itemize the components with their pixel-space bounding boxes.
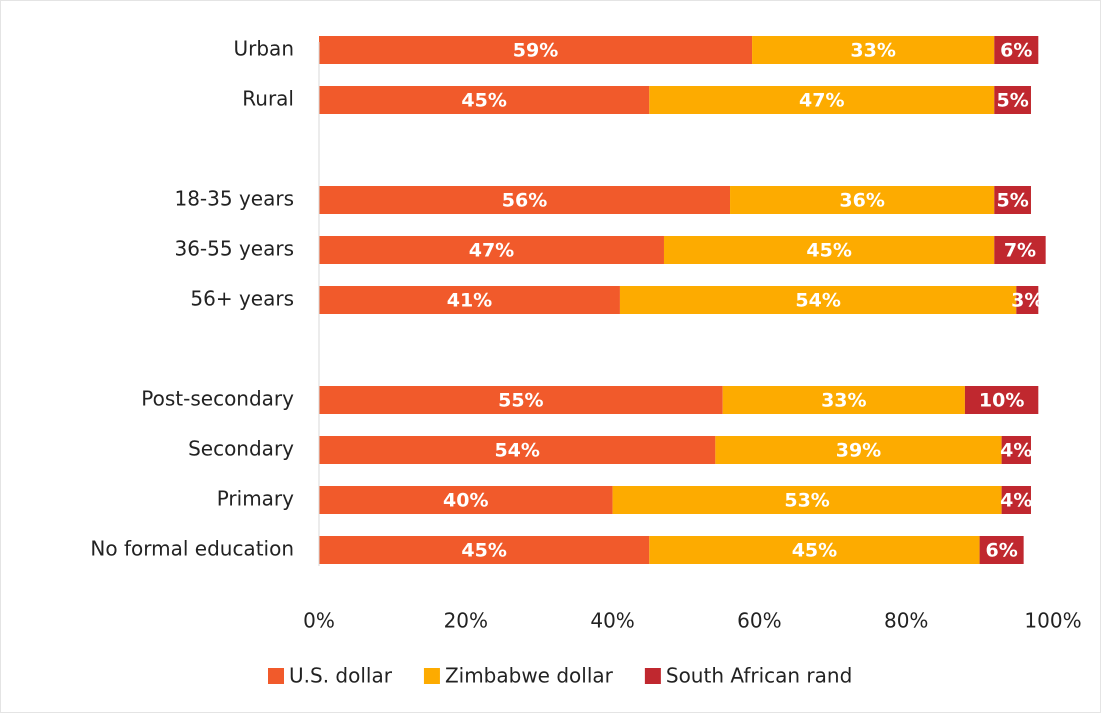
bar-segment <box>964 386 1039 414</box>
value-label: 55% <box>498 390 543 412</box>
bar-segment <box>715 436 1002 464</box>
value-label: 54% <box>494 440 539 462</box>
x-tick-label: 0% <box>303 609 335 633</box>
bar-segment <box>319 386 723 414</box>
bar-segment <box>1001 486 1031 514</box>
value-label: 6% <box>1000 40 1032 62</box>
y-tick-label: 56+ years <box>190 287 294 311</box>
y-tick-label: No formal education <box>90 537 294 561</box>
bar-segment <box>752 36 995 64</box>
value-label: 6% <box>985 540 1017 562</box>
bar-segment <box>994 236 1046 264</box>
value-label: 45% <box>461 540 506 562</box>
bar-segment <box>730 186 995 214</box>
x-tick-label: 80% <box>884 609 928 633</box>
legend-label: U.S. dollar <box>289 664 393 688</box>
value-label: 33% <box>821 390 866 412</box>
y-tick-label: 36-55 years <box>174 237 294 261</box>
value-label: 47% <box>469 240 514 262</box>
bar-segment <box>612 486 1002 514</box>
bar-segment <box>319 536 650 564</box>
value-label: 54% <box>795 290 840 312</box>
bar-segment <box>319 186 731 214</box>
value-label: 39% <box>836 440 881 462</box>
y-tick-label: 18-35 years <box>174 187 294 211</box>
bar-segment <box>649 536 980 564</box>
value-label: 5% <box>996 90 1028 112</box>
bar-segment <box>319 486 613 514</box>
bar-segment <box>319 86 650 114</box>
y-tick-label: Post-secondary <box>141 387 294 411</box>
bar-segment <box>319 236 664 264</box>
value-label: 10% <box>979 390 1024 412</box>
value-label: 59% <box>513 40 558 62</box>
value-label: 41% <box>447 290 492 312</box>
bar-segment <box>319 436 716 464</box>
value-label: 45% <box>792 540 837 562</box>
y-tick-label: Secondary <box>188 437 294 461</box>
bar-segment <box>319 286 620 314</box>
bar-segment <box>649 86 995 114</box>
bar-segment <box>319 36 753 64</box>
value-label: 4% <box>1000 490 1032 512</box>
bar-segment <box>663 236 995 264</box>
x-tick-label: 60% <box>737 609 781 633</box>
x-tick-label: 40% <box>590 609 634 633</box>
legend-label: South African rand <box>666 664 852 688</box>
value-label: 33% <box>850 40 895 62</box>
bar-segment <box>619 286 1017 314</box>
value-label: 36% <box>839 190 884 212</box>
y-tick-label: Rural <box>242 87 294 111</box>
value-label: 56% <box>502 190 547 212</box>
x-tick-label: 100% <box>1024 609 1081 633</box>
bar-segment <box>994 86 1031 114</box>
y-tick-label: Primary <box>217 487 294 511</box>
value-label: 45% <box>461 90 506 112</box>
legend-swatch <box>268 668 284 684</box>
legend-label: Zimbabwe dollar <box>445 664 614 688</box>
value-label: 7% <box>1004 240 1036 262</box>
bar-segment <box>994 186 1031 214</box>
value-label: 53% <box>784 490 829 512</box>
bar-segment <box>979 536 1024 564</box>
y-tick-label: Urban <box>234 37 295 61</box>
bar-segment <box>722 386 965 414</box>
value-label: 5% <box>996 190 1028 212</box>
value-label: 40% <box>443 490 488 512</box>
bar-segment <box>994 36 1039 64</box>
value-label: 4% <box>1000 440 1032 462</box>
value-label: 3% <box>1011 290 1043 312</box>
bar-segment <box>1001 436 1031 464</box>
x-tick-label: 20% <box>444 609 488 633</box>
legend-swatch <box>644 668 661 684</box>
bar-segment <box>1016 286 1039 314</box>
value-label: 47% <box>799 90 844 112</box>
legend-swatch <box>423 668 440 684</box>
value-label: 45% <box>806 240 851 262</box>
